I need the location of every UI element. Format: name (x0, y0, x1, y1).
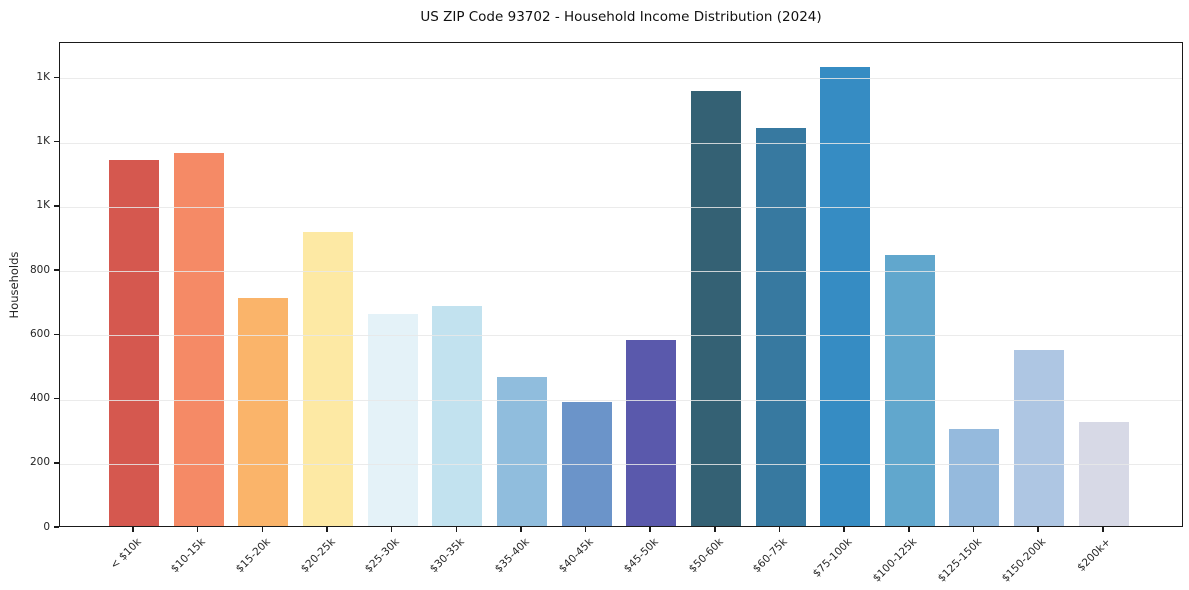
x-tick-label: $60-75k (750, 536, 790, 576)
x-tick-label: $125-150k (935, 536, 984, 585)
y-tick-label: 1K (36, 199, 50, 212)
x-tick-mark (455, 527, 457, 532)
bar-$15-20k (238, 297, 289, 526)
bar-$200k+ (1078, 421, 1129, 526)
x-tick-mark (843, 527, 845, 532)
x-tick-label: $45-50k (621, 536, 661, 576)
gridline (60, 142, 1182, 144)
bar-$125-150k (949, 428, 1000, 526)
x-tick-label: $100-125k (870, 536, 920, 585)
x-tick-label: $15-20k (233, 536, 273, 576)
y-tick-mark (54, 205, 59, 207)
y-tick-mark (54, 140, 59, 143)
gridline (60, 399, 1182, 401)
x-tick-label: $20-25k (298, 536, 338, 576)
x-tick-mark (1037, 527, 1039, 532)
plot-area (59, 42, 1183, 527)
x-tick-mark (520, 527, 522, 532)
x-tick-mark (649, 527, 651, 532)
x-tick-mark (326, 527, 328, 532)
gridline (60, 463, 1182, 465)
x-tick-mark (714, 527, 716, 532)
y-tick-label: 200 (29, 456, 50, 469)
y-tick-mark (54, 526, 59, 528)
bar-$10-15k (173, 153, 224, 526)
y-tick-label: 1K (36, 135, 50, 148)
y-tick-label: 800 (29, 263, 50, 276)
bar-$75-100k (820, 66, 871, 526)
bar-$100-125k (884, 254, 935, 526)
bar-$150-200k (1014, 350, 1065, 526)
y-tick-label: 600 (29, 327, 50, 340)
x-tick-mark (1102, 527, 1104, 532)
bar-$25-30k (367, 314, 418, 526)
chart-title: US ZIP Code 93702 - Household Income Dis… (420, 9, 822, 25)
x-tick-label: < $10k (107, 536, 144, 572)
bar-$20-25k (302, 232, 353, 526)
x-tick-label: $200k+ (1075, 536, 1114, 574)
x-tick-label: $75-100k (810, 536, 855, 580)
bar-$50-60k (690, 90, 741, 526)
x-tick-mark (972, 527, 975, 532)
x-tick-mark (778, 527, 781, 532)
x-tick-label: $25-30k (363, 536, 403, 576)
x-tick-label: $35-40k (492, 536, 532, 576)
bar-$45-50k (626, 339, 677, 526)
gridline (60, 335, 1182, 337)
gridline (60, 206, 1182, 208)
y-tick-label: 400 (29, 392, 50, 405)
bar-< $10k (109, 159, 159, 526)
x-tick-mark (908, 527, 910, 532)
x-tick-label: $30-35k (427, 536, 467, 576)
x-tick-mark (132, 527, 134, 532)
x-tick-label: $40-45k (556, 536, 597, 576)
y-tick-label: 0 (43, 520, 50, 533)
y-axis-label: Households (7, 251, 21, 319)
x-tick-mark (261, 527, 264, 532)
x-tick-label: $150-200k (1000, 536, 1049, 585)
bar-$35-40k (496, 376, 547, 526)
y-tick-label: 1K (36, 70, 50, 83)
x-tick-mark (390, 527, 393, 532)
x-tick-label: $50-60k (686, 536, 726, 576)
y-tick-mark (54, 269, 59, 271)
y-tick-mark (54, 462, 59, 464)
gridline (60, 78, 1182, 80)
x-tick-mark (584, 527, 587, 532)
gridline (60, 271, 1182, 273)
x-tick-label: $10-15k (169, 536, 209, 576)
y-tick-mark (54, 76, 59, 79)
x-tick-mark (196, 527, 199, 532)
y-tick-mark (54, 397, 59, 400)
y-tick-mark (54, 333, 59, 336)
bar-$60-75k (755, 127, 806, 526)
bar-$30-35k (432, 305, 483, 526)
